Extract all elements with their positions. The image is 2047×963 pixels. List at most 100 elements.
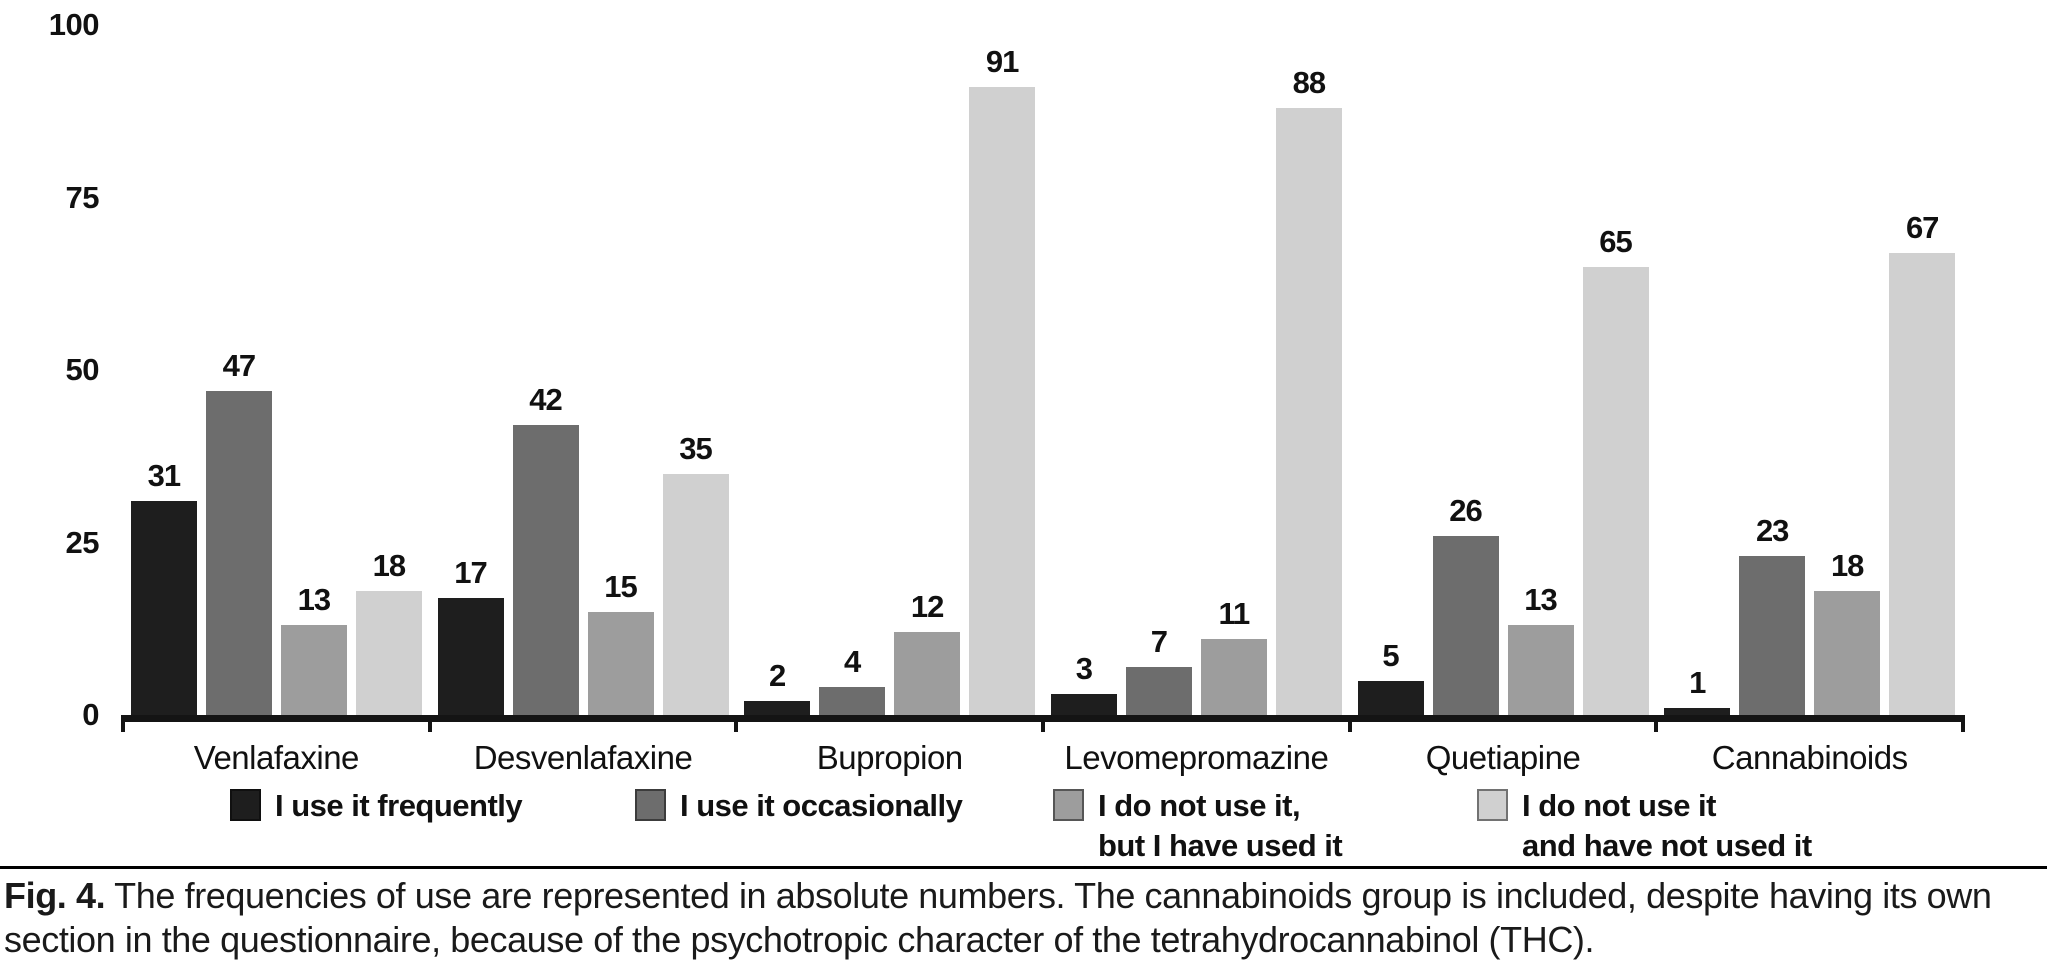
bar-series-3 xyxy=(1507,625,1574,715)
category-label: Cannabinoids xyxy=(1711,739,1908,776)
category-label: Desvenlafaxine xyxy=(473,739,693,776)
legend-swatch-4 xyxy=(1477,789,1508,821)
legend-label-3: I do not use it, but I have used it xyxy=(1098,788,1343,863)
caption-tag: Fig. 4. xyxy=(4,875,106,916)
x-axis-tick xyxy=(734,721,739,732)
bar-slot: 13 xyxy=(1507,582,1574,715)
bar-slot: 15 xyxy=(587,569,654,715)
bar-slot: 18 xyxy=(355,548,422,715)
bar-value-label: 65 xyxy=(1599,223,1632,259)
figure-caption: Fig. 4. The frequencies of use are repre… xyxy=(4,874,2044,962)
x-axis-tick xyxy=(1654,721,1659,732)
x-axis-tick xyxy=(427,721,432,732)
bar-value-label: 23 xyxy=(1755,513,1789,549)
bar-group-desvenlafaxine: 17 42 15 35 xyxy=(430,25,737,715)
category-label: Venlafaxine xyxy=(193,739,360,776)
bar-value-label: 91 xyxy=(985,44,1019,80)
bar-slot: 35 xyxy=(662,431,729,715)
bar-slot: 91 xyxy=(969,44,1036,715)
category-label: Levomepromazine xyxy=(1064,739,1329,776)
y-axis-label-25: 25 xyxy=(65,524,100,560)
bar-slot: 12 xyxy=(894,589,961,715)
bar-value-label: 15 xyxy=(604,568,637,604)
bar-value-label: 47 xyxy=(222,347,256,383)
legend-swatch-3 xyxy=(1053,789,1084,821)
bar-series-1 xyxy=(1357,680,1424,715)
x-axis-tick xyxy=(1347,721,1352,732)
bar-slot: 65 xyxy=(1582,224,1649,715)
bar-group-bupropion: 2 4 12 91 xyxy=(736,25,1043,715)
bar-series-1 xyxy=(1664,708,1731,715)
bar-value-label: 88 xyxy=(1292,64,1326,100)
bar-slot: 23 xyxy=(1739,513,1806,715)
bar-slot: 4 xyxy=(819,644,886,715)
category-label: Quetiapine xyxy=(1425,739,1581,776)
bar-slot: 26 xyxy=(1432,493,1499,715)
bar-series-3 xyxy=(894,632,961,715)
bar-slot: 11 xyxy=(1200,596,1267,715)
bar-slot: 1 xyxy=(1664,665,1731,715)
bar-slot: 17 xyxy=(437,555,504,715)
bar-value-label: 31 xyxy=(147,458,181,494)
y-axis-label-75: 75 xyxy=(65,179,100,215)
legend-entry-3: I do not use it, but I have used it xyxy=(1053,786,1343,866)
bar-series-1 xyxy=(437,597,504,715)
bar-value-label: 42 xyxy=(529,382,562,418)
bar-series-2 xyxy=(205,390,272,715)
y-axis-label-50: 50 xyxy=(65,352,100,387)
legend-label-4: I do not use it and have not used it xyxy=(1522,788,1812,863)
bar-series-1 xyxy=(130,501,197,715)
x-axis-tick xyxy=(1041,721,1045,732)
chart-legend: I use it frequently I use it occasionally… xyxy=(0,786,2047,870)
bar-series-2 xyxy=(1125,666,1192,715)
bar-series-2 xyxy=(1739,556,1806,715)
bar-series-3 xyxy=(280,625,347,715)
bar-value-label: 18 xyxy=(372,547,406,583)
bar-group-cannabinoids: 1 23 18 67 xyxy=(1656,25,1963,715)
bar-slot: 88 xyxy=(1275,65,1342,715)
bar-slot: 47 xyxy=(205,348,272,715)
x-axis-tick xyxy=(1961,721,1965,732)
bar-series-2 xyxy=(819,687,886,715)
bar-slot: 5 xyxy=(1357,638,1424,715)
bar-series-3 xyxy=(1814,590,1881,715)
bar-value-label: 1 xyxy=(1689,665,1706,701)
y-axis-label-0: 0 xyxy=(82,697,99,732)
y-axis-label-100: 100 xyxy=(48,7,100,42)
bar-series-4 xyxy=(1889,252,1956,715)
bar-value-label: 18 xyxy=(1830,547,1864,583)
bar-value-label: 67 xyxy=(1905,209,1939,245)
x-axis-tick xyxy=(121,721,125,732)
legend-entry-2: I use it occasionally xyxy=(635,786,963,826)
bar-value-label: 5 xyxy=(1382,637,1399,673)
bar-group-venlafaxine: 31 47 13 18 xyxy=(123,25,430,715)
legend-entry-4: I do not use it and have not used it xyxy=(1477,786,1812,866)
bar-series-4 xyxy=(1582,266,1649,715)
bar-group-quetiapine: 5 26 13 65 xyxy=(1350,25,1657,715)
bar-series-3 xyxy=(587,611,654,715)
legend-label-2: I use it occasionally xyxy=(680,788,963,823)
bar-group-levomepromazine: 3 7 11 88 xyxy=(1043,25,1350,715)
bar-series-4 xyxy=(969,87,1036,715)
x-axis-line xyxy=(121,715,1965,722)
bar-series-4 xyxy=(355,590,422,715)
bar-value-label: 2 xyxy=(769,658,786,694)
bar-value-label: 12 xyxy=(910,589,944,625)
category-label: Bupropion xyxy=(816,739,963,776)
bar-series-1 xyxy=(1050,694,1117,715)
legend-swatch-2 xyxy=(635,789,666,821)
bar-value-label: 35 xyxy=(679,430,712,466)
bar-value-label: 4 xyxy=(844,644,861,680)
bar-series-2 xyxy=(1432,535,1499,715)
bar-series-3 xyxy=(1200,639,1267,715)
legend-swatch-1 xyxy=(230,789,261,821)
bar-groups: 31 47 13 18 17 42 15 35 2 4 12 91 3 7 11 88 5 26 13 65 1 23 18… xyxy=(123,25,1963,715)
bar-slot: 18 xyxy=(1814,548,1881,715)
bar-series-1 xyxy=(744,701,811,715)
bar-value-label: 13 xyxy=(297,582,331,618)
legend-entry-1: I use it frequently xyxy=(230,786,523,826)
x-axis-labels: Venlafaxine Desvenlafaxine Bupropion Levome… xyxy=(123,739,1963,777)
bar-series-4 xyxy=(662,473,729,715)
bar-slot: 31 xyxy=(130,458,197,715)
